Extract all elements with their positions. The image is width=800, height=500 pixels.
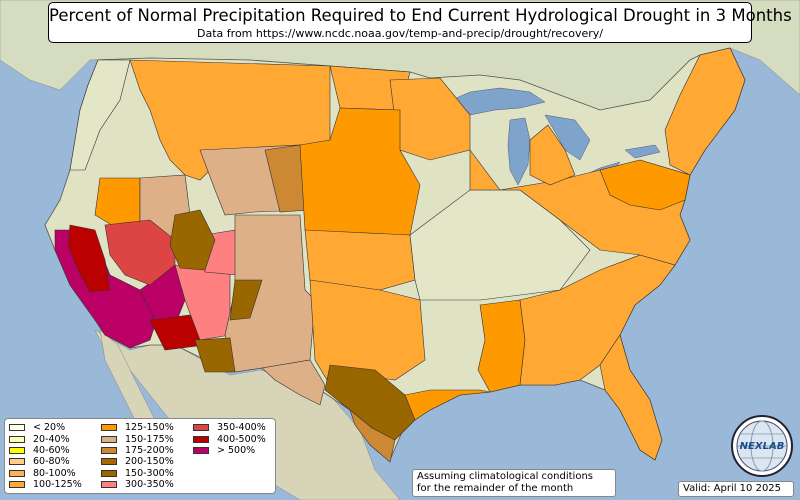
legend-swatch: [101, 446, 117, 454]
legend-label: 200-150%: [125, 456, 174, 468]
map-title: Percent of Normal Precipitation Required…: [49, 6, 792, 25]
lake-superior: [439, 87, 546, 116]
legend-item: 350-400%: [193, 422, 277, 433]
legend-label: 40-60%: [33, 444, 70, 456]
legend: < 20% 20-40% 40-60% 60-80% 80-100% 100-125% 12…: [4, 418, 276, 494]
logo-text: NEXLAB: [740, 441, 785, 452]
legend-item: 150-300%: [101, 468, 193, 479]
legend-item: 60-80%: [9, 456, 101, 467]
legend-swatch: [101, 481, 117, 489]
valid-date: Valid: April 10 2025: [678, 481, 794, 497]
region-mid-atlantic: [599, 159, 691, 211]
legend-swatch: [9, 481, 25, 489]
legend-label: 300-350%: [125, 479, 174, 491]
legend-label: 400-500%: [217, 433, 266, 445]
lake-michigan: [507, 117, 531, 186]
region-central-california: [67, 224, 111, 293]
legend-swatch: [9, 469, 25, 477]
globe-logo-icon: NEXLAB: [731, 415, 793, 477]
legend-swatch: [101, 458, 117, 466]
legend-label: 20-40%: [33, 433, 70, 445]
region-southeast: [519, 254, 676, 386]
region-new-england: [664, 47, 746, 176]
lake-huron: [544, 114, 591, 161]
legend-item: 80-100%: [9, 468, 101, 479]
legend-item: 100-125%: [9, 479, 101, 490]
note-line-1: Assuming climatological conditions: [417, 471, 593, 482]
legend-swatch: [9, 424, 25, 432]
region-four-corners: [169, 209, 216, 271]
region-west-texas-tan: [261, 359, 326, 406]
region-gulf-coast: [404, 389, 491, 421]
legend-swatch: [9, 446, 25, 454]
legend-item: 150-175%: [101, 433, 193, 445]
region-nm-brown: [229, 279, 263, 321]
legend-swatch: [193, 424, 209, 432]
region-texas-panhandle: [309, 279, 426, 386]
legend-item: 300-350%: [101, 479, 193, 490]
region-florida: [599, 334, 663, 461]
map-subtitle: Data from https://www.ncdc.noaa.gov/temp…: [197, 27, 603, 40]
legend-label: 150-300%: [125, 467, 174, 479]
legend-swatch: [193, 446, 209, 454]
legend-swatch: [9, 435, 25, 443]
legend-swatch: [9, 458, 25, 466]
assumption-note: Assuming climatological conditions for t…: [412, 469, 616, 497]
legend-label: 175-200%: [125, 444, 174, 456]
legend-label: 150-175%: [125, 433, 174, 445]
legend-item: < 20%: [9, 422, 101, 433]
legend-swatch: [101, 435, 117, 443]
region-lower-mississippi: [477, 299, 526, 393]
region-south-texas: [349, 409, 396, 463]
legend-swatch: [193, 435, 209, 443]
legend-item: 40-60%: [9, 445, 101, 456]
legend-label: 125-150%: [125, 422, 174, 434]
legend-item: 125-150%: [101, 422, 193, 433]
legend-label: 100-125%: [33, 479, 82, 491]
legend-swatch: [101, 424, 117, 432]
legend-swatch: [101, 469, 117, 477]
region-mojave: [104, 219, 176, 286]
legend-item: 20-40%: [9, 433, 101, 445]
legend-label: 80-100%: [33, 467, 76, 479]
legend-label: 60-80%: [33, 456, 70, 468]
region-northwest-pale: [69, 59, 131, 171]
legend-label: < 20%: [33, 422, 66, 434]
legend-label: > 500%: [217, 444, 256, 456]
legend-item: 400-500%: [193, 433, 277, 445]
legend-item: > 500%: [193, 445, 277, 456]
legend-label: 350-400%: [217, 422, 266, 434]
legend-item: 200-150%: [101, 456, 193, 467]
legend-item: 175-200%: [101, 445, 193, 456]
region-kansas-plains: [304, 229, 416, 291]
note-line-2: for the remainder of the month: [417, 483, 574, 494]
region-sonoran-brown: [194, 337, 236, 373]
lake-ontario: [624, 144, 661, 159]
title-box: Percent of Normal Precipitation Required…: [48, 2, 792, 43]
region-michigan: [529, 124, 576, 186]
